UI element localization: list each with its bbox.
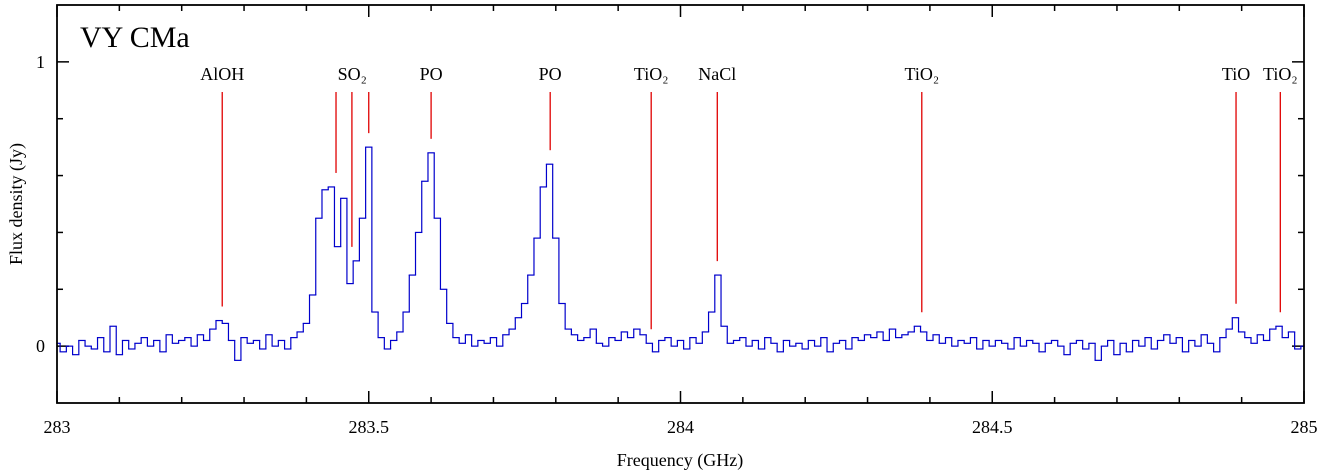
line-label: AlOH bbox=[200, 64, 244, 84]
line-label: TiO₂ bbox=[1263, 64, 1298, 84]
y-tick-label: 1 bbox=[36, 52, 45, 72]
plot-frame bbox=[56, 4, 1305, 404]
x-tick-label: 284 bbox=[667, 417, 694, 437]
y-tick-label: 0 bbox=[36, 336, 45, 356]
x-axis-label: Frequency (GHz) bbox=[617, 450, 743, 471]
x-tick-label: 285 bbox=[1291, 417, 1318, 437]
line-label: NaCl bbox=[698, 64, 736, 84]
line-label: TiO₂ bbox=[904, 64, 939, 84]
x-tick-label: 283 bbox=[44, 417, 71, 437]
line-label: TiO bbox=[1222, 64, 1250, 84]
x-tick-label: 283.5 bbox=[349, 417, 390, 437]
line-label: TiO₂ bbox=[634, 64, 669, 84]
line-label: PO bbox=[539, 64, 562, 84]
chart-title: VY CMa bbox=[80, 21, 190, 54]
line-label: PO bbox=[420, 64, 443, 84]
x-tick-label: 284.5 bbox=[972, 417, 1013, 437]
line-label: SO₂ bbox=[338, 64, 367, 84]
y-axis-label: Flux density (Jy) bbox=[6, 143, 27, 265]
